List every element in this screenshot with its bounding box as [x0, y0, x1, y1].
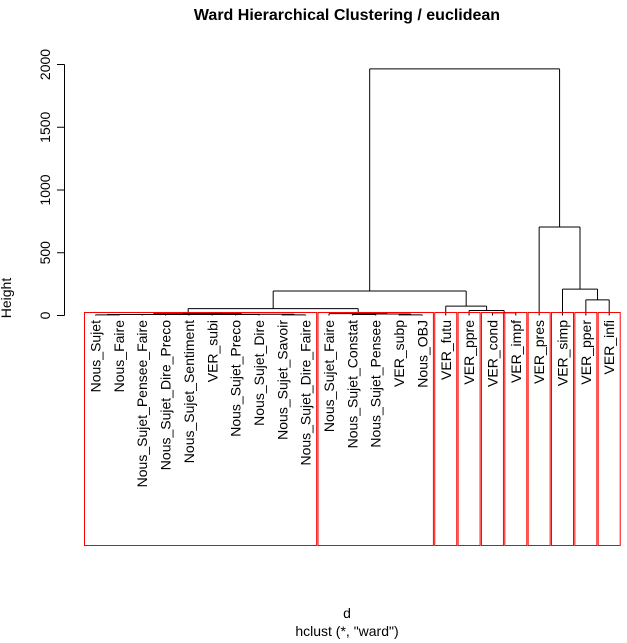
cluster-box-3 [457, 312, 481, 546]
leaf-label-8: Nous_Sujet_Savoir [274, 320, 290, 440]
leaf-label-0: Nous_Sujet [88, 320, 104, 392]
leaf-label-10: Nous_Sujet_Faire [321, 320, 337, 432]
leaf-label-9: Nous_Sujet_Dire_Faire [298, 320, 314, 466]
cluster-box-8 [574, 312, 598, 546]
leaf-label-20: VER_simp [555, 320, 571, 386]
y-axis: 0 500 1000 1500 2000 [37, 49, 65, 319]
leaf-label-2: Nous_Sujet_Pensee_Faire [134, 320, 150, 488]
merge-17 [272, 290, 467, 309]
leaf-label-12: Nous_Sujet_Pensee [368, 320, 384, 448]
leaf-label-18: VER_impf [508, 320, 524, 383]
cluster-box-5 [504, 312, 528, 546]
chart-title: Ward Hierarchical Clustering / euclidean [194, 7, 500, 24]
leaf-labels: Nous_Sujet Nous_Faire Nous_Sujet_Pensee_Fa… [88, 320, 618, 488]
leaf-label-13: VER_subp [391, 320, 407, 387]
leaf-label-16: VER_ppre [461, 320, 477, 385]
y-tick-label-0: 0 [37, 311, 53, 319]
leaf-label-6: Nous_Sujet_Preco [228, 320, 244, 437]
cluster-box-9 [597, 312, 621, 546]
leaf-label-5: VER_subi [204, 320, 220, 382]
dendrogram-tree [95, 68, 610, 316]
leaf-label-19: VER_pres [531, 320, 547, 384]
method-label: hclust (*, "ward") [295, 623, 398, 639]
y-tick-label-500: 500 [37, 241, 53, 265]
cluster-boxes [84, 312, 621, 546]
leaf-label-15: VER_futu [438, 320, 454, 380]
cluster-box-0 [84, 312, 318, 546]
leaf-label-14: Nous_OBJ [414, 320, 430, 388]
leaf-label-4: Nous_Sujet_Sentiment [181, 320, 197, 463]
leaf-label-17: VER_cond [484, 320, 500, 387]
cluster-box-2 [434, 312, 458, 546]
cluster-box-4 [480, 312, 504, 546]
cluster-box-7 [551, 312, 574, 546]
merge-21 [369, 68, 561, 292]
merge-16 [445, 305, 488, 311]
leaf-label-22: VER_infi [601, 320, 617, 374]
y-tick-label-1000: 1000 [37, 174, 53, 205]
cluster-box-6 [527, 312, 551, 546]
cluster-box-1 [317, 312, 434, 546]
leaf-label-11: Nous_Sujet_Constat [344, 320, 360, 449]
x-axis-label: d [343, 605, 351, 621]
leaf-label-1: Nous_Faire [111, 320, 127, 393]
merge-19 [562, 288, 599, 300]
y-axis-label: Height [0, 278, 14, 319]
y-tick-label-2000: 2000 [37, 49, 53, 80]
leaf-label-21: VER_pper [578, 320, 594, 385]
merge-20 [539, 226, 581, 290]
y-tick-label-1500: 1500 [37, 111, 53, 142]
leaf-label-7: Nous_Sujet_Dire [251, 320, 267, 426]
leaf-label-3: Nous_Sujet_Dire_Preco [158, 320, 174, 470]
